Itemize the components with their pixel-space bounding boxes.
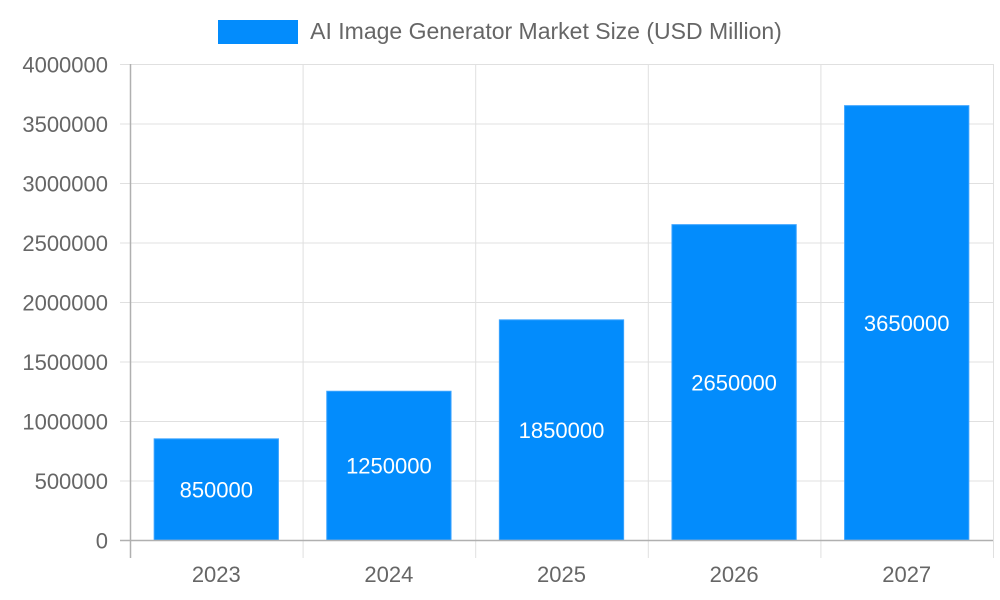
bar-2025[interactable]: [498, 319, 625, 541]
y-tick-label: 2000000: [22, 291, 108, 316]
y-tick-label: 3000000: [22, 172, 108, 197]
axes: [120, 64, 993, 558]
x-tick-label: 2023: [192, 562, 241, 587]
chart-legend[interactable]: AI Image Generator Market Size (USD Mill…: [0, 18, 1000, 45]
bar-2024[interactable]: [326, 390, 452, 541]
y-tick-label: 1000000: [22, 410, 108, 435]
y-tick-label: 4000000: [22, 53, 108, 78]
bar-value-label: 1850000: [519, 418, 605, 443]
bar-value-label: 850000: [180, 477, 253, 502]
x-tick-label: 2024: [364, 562, 413, 587]
bar-value-label: 2650000: [691, 370, 777, 395]
x-tick-label: 2027: [882, 562, 931, 587]
x-axis-ticks: 2023 2024 2025 2026 2027: [192, 562, 931, 587]
y-tick-label: 1500000: [22, 350, 108, 375]
y-axis-ticks: 0 500000 1000000 1500000 2000000 2500000 30000…: [22, 53, 108, 554]
x-tick-label: 2025: [537, 562, 586, 587]
bar-2027[interactable]: [844, 105, 970, 541]
bar-2026[interactable]: [671, 224, 797, 541]
bar-value-label: 1250000: [346, 454, 432, 479]
y-tick-label: 0: [96, 529, 108, 554]
y-tick-label: 500000: [35, 469, 108, 494]
legend-swatch: [218, 19, 299, 44]
x-tick-label: 2026: [710, 562, 759, 587]
bars: 850000 1250000 1850000 2650000 3650000: [153, 105, 970, 541]
y-tick-label: 3500000: [22, 112, 108, 137]
bar-value-label: 3650000: [864, 311, 950, 336]
legend-label: AI Image Generator Market Size (USD Mill…: [310, 18, 782, 44]
bar-2023[interactable]: [153, 438, 279, 541]
y-tick-label: 2500000: [22, 231, 108, 256]
